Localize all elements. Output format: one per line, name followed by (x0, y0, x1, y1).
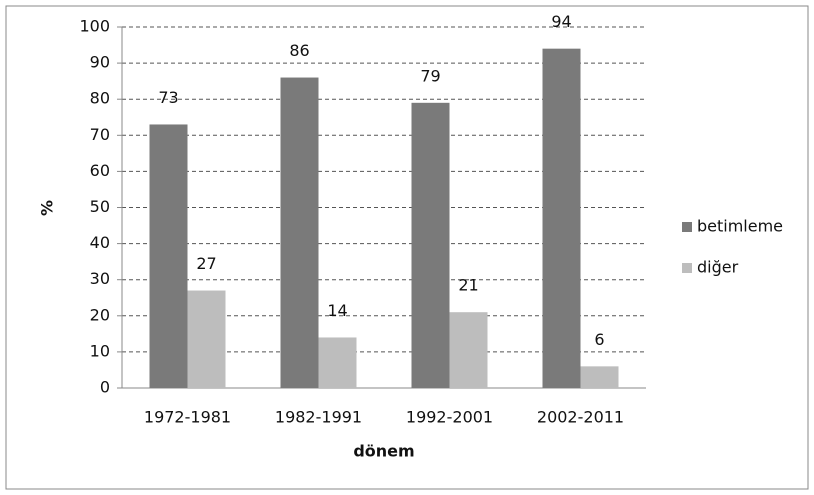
y-tick-label: 40 (90, 233, 110, 252)
data-label: 14 (327, 301, 347, 320)
data-label: 6 (594, 330, 604, 349)
bar (280, 77, 319, 388)
y-axis-title: % (38, 200, 57, 216)
y-tick-label: 20 (90, 305, 110, 324)
bar (411, 102, 450, 388)
bar (542, 48, 581, 388)
y-tick-label: 100 (79, 17, 110, 36)
data-label: 94 (551, 12, 571, 31)
bar (318, 337, 357, 388)
x-tick-label: 1982-1991 (275, 408, 362, 427)
bar (187, 290, 226, 388)
y-tick-label: 60 (90, 161, 110, 180)
data-label: 27 (196, 254, 216, 273)
legend-label: betimleme (697, 217, 783, 236)
x-tick-label: 1972-1981 (144, 408, 231, 427)
data-label: 73 (158, 88, 178, 107)
y-tick-label: 0 (100, 378, 110, 397)
y-tick-label: 90 (90, 53, 110, 72)
bar (580, 366, 619, 388)
y-tick-label: 70 (90, 125, 110, 144)
y-tick-label: 80 (90, 89, 110, 108)
x-tick-label: 2002-2011 (537, 408, 624, 427)
data-label: 86 (289, 41, 309, 60)
x-tick-label: 1992-2001 (406, 408, 493, 427)
legend-swatch (682, 263, 692, 273)
bar (449, 312, 488, 388)
data-label: 79 (420, 66, 440, 85)
legend-swatch (682, 222, 692, 232)
chart-border (5, 5, 809, 490)
legend-label: diğer (697, 258, 739, 277)
y-tick-label: 30 (90, 269, 110, 288)
y-tick-label: 50 (90, 197, 110, 216)
bar (149, 124, 188, 388)
y-tick-label: 10 (90, 341, 110, 360)
data-label: 21 (458, 276, 478, 295)
x-axis-title: dönem (353, 442, 414, 461)
